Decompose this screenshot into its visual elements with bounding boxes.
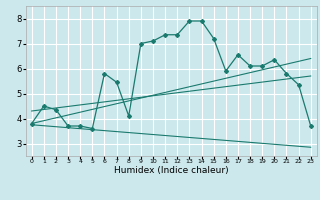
X-axis label: Humidex (Indice chaleur): Humidex (Indice chaleur)	[114, 166, 228, 175]
